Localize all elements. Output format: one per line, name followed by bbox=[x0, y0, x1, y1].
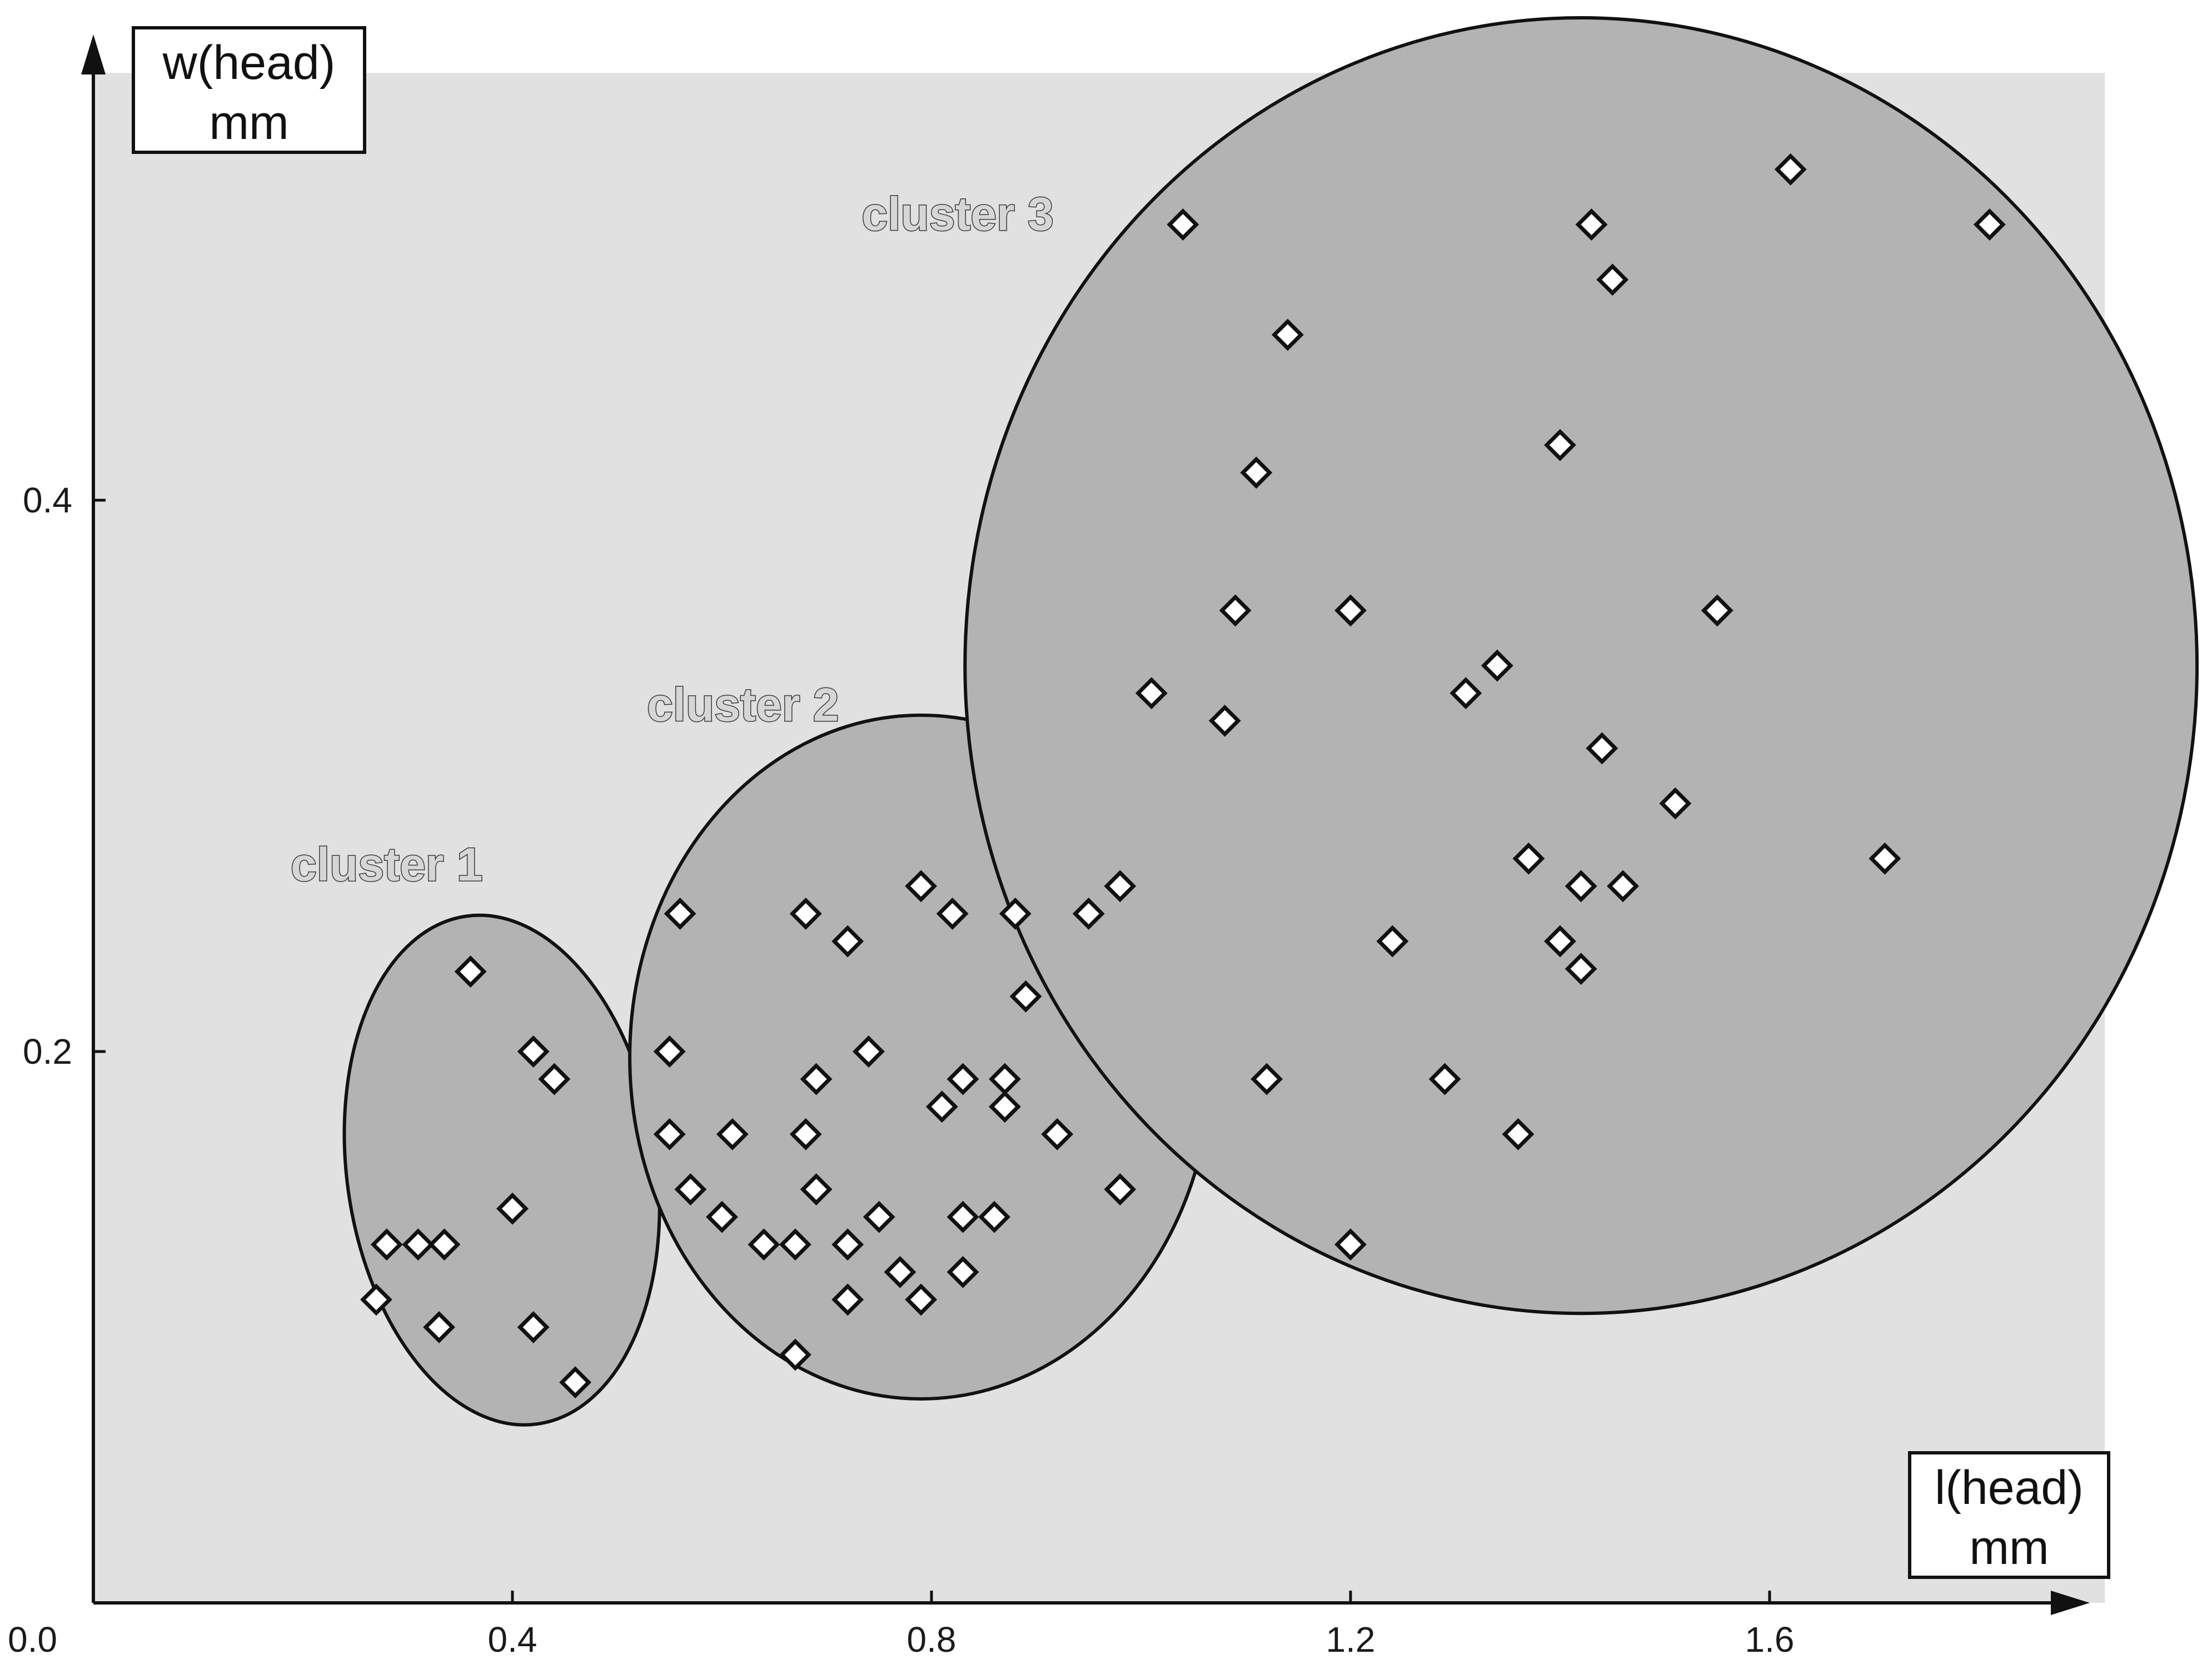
cluster-2-point bbox=[831, 1228, 864, 1261]
cluster-3-point bbox=[1251, 1063, 1283, 1095]
x-axis-label-line1: l(head) bbox=[1935, 1461, 2084, 1514]
x-tick-label: 1.2 bbox=[1326, 1620, 1376, 1660]
axes bbox=[81, 34, 2090, 1615]
cluster-2-point bbox=[936, 898, 969, 930]
cluster-2-point bbox=[831, 925, 864, 958]
cluster-2-label: cluster 2 bbox=[647, 679, 839, 731]
cluster-3-point bbox=[1428, 1063, 1461, 1095]
cluster-2-point bbox=[716, 1118, 749, 1150]
cluster-points bbox=[360, 153, 2006, 1399]
cluster-3-point bbox=[1774, 153, 1807, 186]
cluster-2-point bbox=[946, 1200, 979, 1233]
cluster-3-point bbox=[1701, 594, 1733, 627]
x-tick-label: 1.6 bbox=[1745, 1620, 1795, 1660]
cluster-3-point bbox=[1334, 594, 1367, 627]
cluster-2-point bbox=[852, 1035, 885, 1068]
cluster-2-point bbox=[800, 1173, 833, 1205]
cluster-labels: cluster 1 cluster 2 cluster 3 bbox=[290, 187, 1055, 891]
cluster-2-point bbox=[1009, 980, 1042, 1013]
cluster-ellipses bbox=[342, 16, 2199, 1427]
cluster-1-point bbox=[496, 1192, 529, 1225]
cluster-3-ellipse bbox=[963, 16, 2199, 1316]
cluster-3-label: cluster 3 bbox=[861, 188, 1054, 240]
cluster-2-point bbox=[789, 1118, 822, 1150]
cluster-2-point bbox=[1072, 898, 1105, 930]
y-axis-label-line2: mm bbox=[209, 96, 288, 150]
cluster-3-point bbox=[1271, 318, 1304, 351]
cluster-2-point bbox=[999, 898, 1032, 930]
y-tick-label: 0.2 bbox=[23, 1032, 72, 1072]
cluster-2-point bbox=[664, 898, 696, 930]
cluster-3-point bbox=[1565, 870, 1597, 903]
cluster-2-point bbox=[748, 1228, 780, 1261]
cluster-3-point bbox=[1208, 704, 1241, 737]
cluster-3-point bbox=[1586, 732, 1618, 765]
cluster-3-point bbox=[1449, 677, 1482, 710]
cluster-1-point bbox=[559, 1366, 592, 1399]
cluster-3-point bbox=[1869, 842, 1901, 875]
x-axis-arrowhead bbox=[2051, 1591, 2090, 1615]
x-tick-label: 0.8 bbox=[907, 1620, 956, 1660]
cluster-1-point bbox=[402, 1228, 435, 1261]
cluster-2-point bbox=[863, 1200, 895, 1233]
cluster-2-point bbox=[884, 1256, 916, 1288]
cluster-3-point bbox=[1376, 925, 1409, 958]
cluster-1-point bbox=[428, 1228, 461, 1261]
cluster-2-point bbox=[653, 1118, 686, 1150]
cluster-3-point bbox=[1334, 1228, 1367, 1261]
cluster-3-point bbox=[1565, 953, 1597, 985]
cluster-2-point bbox=[978, 1200, 1011, 1233]
cluster-2-point bbox=[831, 1283, 864, 1316]
cluster-3-point bbox=[1481, 649, 1513, 682]
cluster-1-point bbox=[423, 1311, 455, 1343]
cluster-1-label: cluster 1 bbox=[291, 838, 483, 890]
cluster-3-point bbox=[1502, 1118, 1535, 1150]
axis-ticks: 0.4 0.8 1.2 1.6 0.2 0.4 bbox=[23, 480, 1794, 1660]
cluster-1-point bbox=[370, 1228, 403, 1261]
cluster-3-point bbox=[1575, 208, 1608, 241]
cluster-3-point bbox=[1659, 787, 1692, 820]
origin-label: 0.0 bbox=[8, 1620, 57, 1660]
cluster-1-point bbox=[538, 1063, 571, 1095]
cluster-1-point bbox=[360, 1283, 392, 1316]
y-tick-label: 0.4 bbox=[23, 480, 72, 520]
cluster-2-point bbox=[674, 1173, 707, 1205]
cluster-2-point bbox=[1104, 870, 1137, 903]
cluster-2-point bbox=[905, 1283, 938, 1316]
y-axis-arrowhead bbox=[81, 34, 106, 74]
y-axis-label-box: w(head) mm bbox=[132, 26, 366, 154]
cluster-2-point bbox=[789, 898, 822, 930]
cluster-2-point bbox=[946, 1063, 979, 1095]
cluster-3-point bbox=[1167, 208, 1199, 241]
cluster-3-point bbox=[1512, 842, 1545, 875]
x-axis-label-box: l(head) mm bbox=[1908, 1451, 2110, 1579]
cluster-2-point bbox=[1104, 1173, 1137, 1205]
cluster-3-point bbox=[1240, 456, 1273, 489]
cluster-2-point bbox=[946, 1256, 979, 1288]
cluster-1-point bbox=[454, 955, 487, 988]
cluster-2-point bbox=[779, 1228, 811, 1261]
cluster-3-point bbox=[1219, 594, 1252, 627]
cluster-3-point bbox=[1973, 208, 2006, 241]
x-tick-label: 0.4 bbox=[488, 1620, 537, 1660]
cluster-3-point bbox=[1544, 429, 1576, 461]
cluster-2-point bbox=[905, 870, 938, 903]
y-axis-label-line1: w(head) bbox=[162, 36, 336, 89]
cluster-2-point bbox=[800, 1063, 833, 1095]
cluster-3-point bbox=[1596, 263, 1629, 296]
cluster-2-point bbox=[925, 1090, 958, 1123]
cluster-1-point bbox=[517, 1311, 550, 1343]
x-axis-label-line2: mm bbox=[1969, 1521, 2049, 1575]
cluster-2-point bbox=[706, 1200, 738, 1233]
cluster-3-point bbox=[1607, 870, 1640, 903]
cluster-1-point bbox=[517, 1035, 550, 1068]
cluster-2-point bbox=[989, 1090, 1021, 1123]
cluster-2-point bbox=[779, 1338, 811, 1371]
cluster-3-point bbox=[1135, 677, 1168, 710]
cluster-3-point bbox=[1544, 925, 1576, 958]
cluster-2-point bbox=[1041, 1118, 1074, 1150]
cluster-2-point bbox=[653, 1035, 686, 1068]
